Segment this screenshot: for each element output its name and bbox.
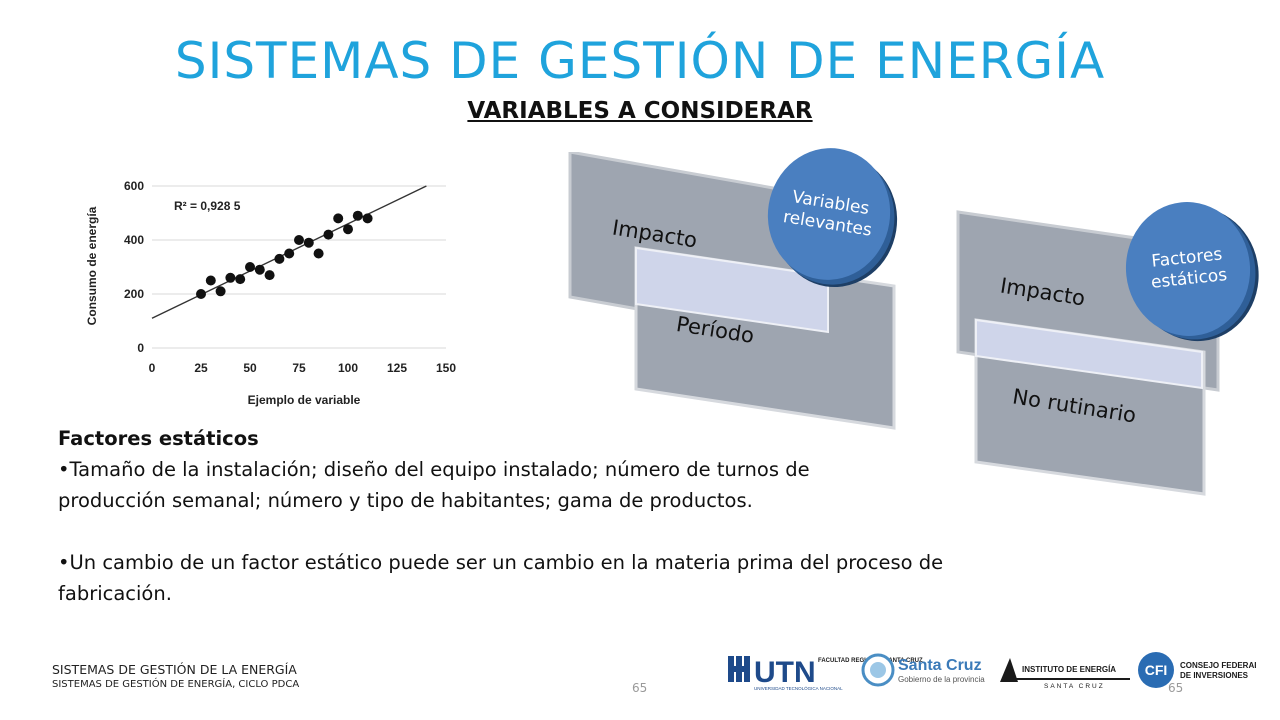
cfi-logo: CFI CONSEJO FEDERAL DE INVERSIONES <box>1138 652 1256 688</box>
data-point <box>333 213 344 224</box>
svg-text:CONSEJO FEDERAL: CONSEJO FEDERAL <box>1180 661 1256 670</box>
data-point <box>323 229 334 240</box>
page-number-right: 65 <box>1168 681 1184 695</box>
footer-line-2: SISTEMAS DE GESTIÓN DE ENERGÍA, CICLO PD… <box>52 679 300 690</box>
footer-logos: UTN FACULTAD REGIONAL SANTA CRUZ UNIVERS… <box>728 652 1256 691</box>
svg-text:UNIVERSIDAD TECNOLÓGICA NACION: UNIVERSIDAD TECNOLÓGICA NACIONAL <box>754 685 843 691</box>
x-axis-label: Ejemplo de variable <box>248 393 361 407</box>
svg-text:UTN: UTN <box>754 656 816 689</box>
x-tick-label: 75 <box>292 361 306 375</box>
data-point <box>254 264 265 275</box>
r-squared-annotation: R² = 0,928 5 <box>174 199 241 213</box>
x-tick-label: 125 <box>387 361 407 375</box>
data-point <box>362 213 373 224</box>
x-tick-label: 25 <box>194 361 208 375</box>
data-point <box>196 289 206 299</box>
y-tick-label: 200 <box>124 287 144 301</box>
data-point <box>284 248 295 259</box>
page-number-center: 65 <box>632 681 648 695</box>
card-periodo-left <box>634 246 896 430</box>
x-tick-label: 150 <box>436 361 456 375</box>
data-point <box>303 237 314 248</box>
footer-line-1: SISTEMAS DE GESTIÓN DE LA ENERGÍA <box>52 662 297 677</box>
y-tick-label: 600 <box>124 179 144 193</box>
body-text: Factores estáticos •Tamaño de la instala… <box>58 423 1018 609</box>
svg-text:Santa Cruz: Santa Cruz <box>898 657 982 674</box>
x-tick-label: 100 <box>338 361 358 375</box>
santacruz-logo: Santa Cruz Gobierno de la provincia <box>861 653 985 687</box>
data-point <box>313 248 324 259</box>
y-axis-label: Consumo de energía <box>85 206 99 325</box>
data-point <box>235 274 246 285</box>
data-point <box>215 286 226 297</box>
instituto-energia-logo: INSTITUTO DE ENERGÍA SANTA CRUZ <box>1000 658 1130 690</box>
x-tick-label: 50 <box>243 361 257 375</box>
data-point <box>343 224 353 235</box>
y-tick-label: 0 <box>137 341 144 355</box>
svg-text:Gobierno de la provincia: Gobierno de la provincia <box>898 675 985 684</box>
card-norutinario-right <box>974 318 1206 496</box>
data-point <box>205 275 216 286</box>
data-point <box>274 253 285 264</box>
data-point <box>245 262 255 272</box>
svg-text:CFI: CFI <box>1145 662 1168 678</box>
body-bullet-1: •Tamaño de la instalación; diseño del eq… <box>58 458 810 512</box>
svg-text:DE INVERSIONES: DE INVERSIONES <box>1180 671 1249 680</box>
y-tick-label: 400 <box>124 233 144 247</box>
data-point <box>225 272 236 283</box>
data-point <box>352 210 363 221</box>
body-bullet-2: •Un cambio de un factor estático puede s… <box>58 551 944 605</box>
body-heading: Factores estáticos <box>58 427 259 450</box>
svg-text:INSTITUTO DE ENERGÍA: INSTITUTO DE ENERGÍA <box>1022 665 1116 674</box>
footer-left: SISTEMAS DE GESTIÓN DE LA ENERGÍA SISTEM… <box>52 662 299 690</box>
svg-text:SANTA CRUZ: SANTA CRUZ <box>1044 683 1105 690</box>
slide-title: SISTEMAS DE GESTIÓN DE ENERGÍA <box>174 32 1106 90</box>
data-point <box>294 235 304 245</box>
x-tick-label: 0 <box>149 361 156 375</box>
slide-subtitle: VARIABLES A CONSIDERAR <box>467 98 813 124</box>
data-point <box>264 270 275 281</box>
